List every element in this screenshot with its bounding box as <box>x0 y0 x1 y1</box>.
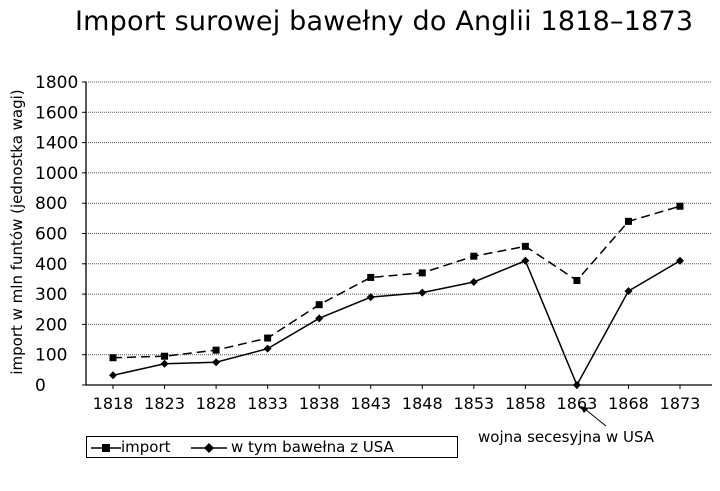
data-point-diamond <box>572 381 581 389</box>
data-point-square <box>367 273 375 281</box>
data-point-square <box>676 202 684 210</box>
data-point-square <box>109 354 117 362</box>
legend-item-import: import <box>91 437 171 457</box>
y-axis-label: import w mln funtów (jednostka wagi) <box>8 89 26 374</box>
y-tick-label: 600 <box>35 225 67 245</box>
x-tick-labels: 1818 1823 1828 1833 1838 1843 1848 1853 1858 1863… <box>93 394 701 413</box>
data-point-diamond <box>366 293 375 302</box>
data-point-square <box>624 217 632 225</box>
data-point-diamond <box>624 287 633 296</box>
annotation-arrow <box>579 406 607 427</box>
data-point-diamond <box>263 344 272 353</box>
data-point-square <box>470 252 478 260</box>
data-point-square <box>573 276 581 284</box>
y-tick-label: 400 <box>35 255 67 275</box>
x-tick-label: 1843 <box>350 394 391 413</box>
x-tick-label: 1818 <box>93 394 134 413</box>
annotation-arrowhead <box>579 406 589 413</box>
y-tick-label: 1400 <box>35 134 78 154</box>
chart-title: Import surowej bawełny do Anglii 1818–18… <box>75 6 694 37</box>
y-tick-label: 300 <box>35 285 67 305</box>
annotation-line <box>584 408 607 427</box>
series-line-0 <box>112 205 681 359</box>
axes <box>82 81 712 389</box>
x-tick-label: 1828 <box>196 394 237 413</box>
legend: import w tym bawełna z USA <box>86 436 458 458</box>
data-point-square <box>212 346 220 354</box>
data-point-square <box>161 352 169 360</box>
data-point-diamond <box>521 256 530 265</box>
x-tick-label: 1863 <box>557 394 598 413</box>
series-lines <box>109 202 684 389</box>
legend-marker-diamond-icon <box>191 442 227 453</box>
legend-item-usa: w tym bawełna z USA <box>191 437 394 457</box>
x-tick-label: 1853 <box>453 394 494 413</box>
data-point-diamond <box>212 358 221 367</box>
data-point-diamond <box>676 256 684 265</box>
grid-lines <box>86 81 712 356</box>
data-point-diamond <box>315 314 324 323</box>
y-tick-label: 200 <box>35 315 67 335</box>
x-tick-label: 1848 <box>402 394 443 413</box>
x-tick-label: 1823 <box>144 394 185 413</box>
y-tick-label: 100 <box>35 346 67 366</box>
data-point-diamond <box>160 359 169 368</box>
data-point-diamond <box>469 277 478 286</box>
legend-label-usa: w tym bawełna z USA <box>231 438 394 456</box>
y-tick-label: 1000 <box>35 164 78 184</box>
y-tick-label: 1800 <box>35 73 78 93</box>
y-tick-label: 1600 <box>35 103 78 123</box>
legend-marker-square-icon <box>91 443 121 452</box>
y-tick-label: 0 <box>35 376 46 396</box>
data-point-square <box>418 269 426 277</box>
data-point-diamond <box>418 288 427 297</box>
data-point-square <box>521 242 529 250</box>
x-tick-label: 1833 <box>247 394 288 413</box>
legend-label-import: import <box>121 438 171 456</box>
data-point-square <box>264 334 272 342</box>
x-tick-label: 1873 <box>660 394 701 413</box>
annotation-civil-war: wojna secesyjna w USA <box>478 428 655 446</box>
y-tick-label: 800 <box>35 194 67 214</box>
data-point-square <box>315 301 323 309</box>
x-tick-label: 1868 <box>608 394 649 413</box>
data-point-diamond <box>109 371 117 380</box>
x-tick-label: 1858 <box>505 394 546 413</box>
series-line-1 <box>112 259 681 387</box>
x-tick-label: 1838 <box>299 394 340 413</box>
